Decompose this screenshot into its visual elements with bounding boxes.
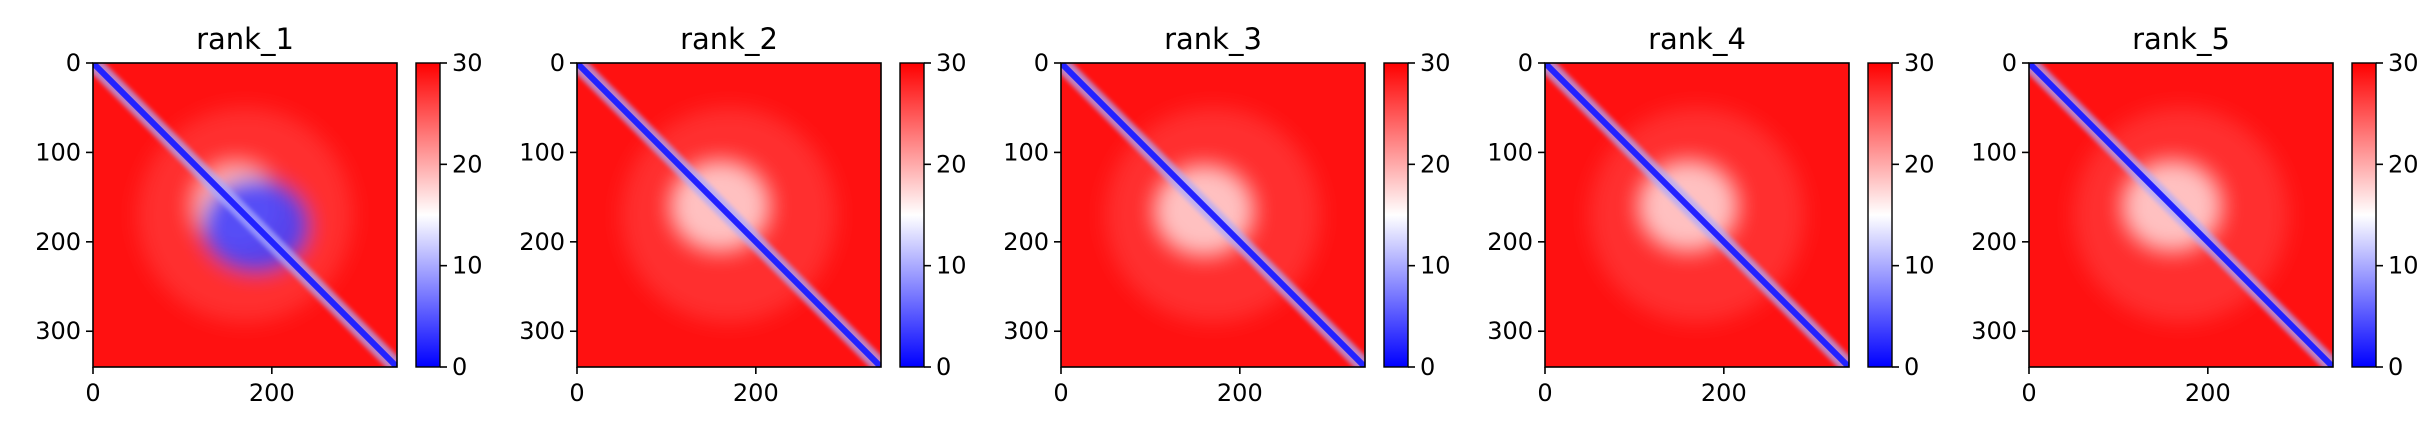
colorbar-tick-label: 30 bbox=[452, 49, 483, 77]
panel-title: rank_5 bbox=[2132, 22, 2230, 56]
x-tick-label: 200 bbox=[2185, 379, 2231, 407]
diagonal-band bbox=[2029, 63, 2333, 367]
colorbar bbox=[415, 62, 441, 368]
x-tick-label: 200 bbox=[1217, 379, 1263, 407]
plot-frame bbox=[576, 62, 882, 368]
y-tick-label: 0 bbox=[550, 49, 565, 77]
colorbar-tick-label: 20 bbox=[452, 150, 483, 178]
diagonal-band bbox=[1061, 63, 1365, 367]
colorbar-tick-label: 10 bbox=[1904, 252, 1935, 280]
panel-title: rank_2 bbox=[680, 22, 778, 56]
y-tick-label: 200 bbox=[1971, 228, 2017, 256]
y-tick-label: 200 bbox=[1003, 228, 1049, 256]
y-tick-label: 200 bbox=[1487, 228, 1533, 256]
heatmap-panel: rank_2 0 100 200 300 0 200 0 10 20 30 bbox=[519, 22, 966, 407]
x-tick-label: 0 bbox=[85, 379, 100, 407]
colorbar-tick-label: 30 bbox=[936, 49, 967, 77]
y-tick-label: 100 bbox=[1971, 138, 2017, 166]
colorbar-tick-label: 0 bbox=[936, 353, 951, 381]
y-tick-label: 300 bbox=[35, 317, 81, 345]
colorbar-tick-label: 0 bbox=[452, 353, 467, 381]
colorbar-tick-label: 0 bbox=[1904, 353, 1919, 381]
colorbar-tick-label: 30 bbox=[1420, 49, 1451, 77]
colorbar-tick-label: 10 bbox=[452, 252, 483, 280]
heatmap-panel: rank_4 0 100 200 300 0 200 0 10 20 30 bbox=[1487, 22, 1934, 407]
heatmap-panel: rank_5 0 100 200 300 0 200 0 10 20 30 bbox=[1971, 22, 2418, 407]
plot-frame bbox=[1060, 62, 1366, 368]
x-tick-label: 200 bbox=[1701, 379, 1747, 407]
colorbar bbox=[899, 62, 925, 368]
diagonal-band bbox=[93, 63, 397, 367]
x-tick-label: 0 bbox=[1053, 379, 1068, 407]
y-tick-label: 100 bbox=[35, 138, 81, 166]
colorbar bbox=[1867, 62, 1893, 368]
colorbar-tick-label: 10 bbox=[2388, 252, 2419, 280]
panel-title: rank_4 bbox=[1648, 22, 1746, 56]
colorbar-tick-label: 20 bbox=[936, 150, 967, 178]
y-tick-label: 200 bbox=[35, 228, 81, 256]
x-tick-label: 0 bbox=[1537, 379, 1552, 407]
y-tick-label: 0 bbox=[2002, 49, 2017, 77]
panel-title: rank_3 bbox=[1164, 22, 1262, 56]
x-tick-label: 0 bbox=[569, 379, 584, 407]
x-tick-label: 200 bbox=[733, 379, 779, 407]
y-tick-label: 0 bbox=[66, 49, 81, 77]
colorbar-tick-label: 10 bbox=[936, 252, 967, 280]
plot-frame bbox=[2028, 62, 2334, 368]
diagonal-band bbox=[577, 63, 881, 367]
heatmap-area bbox=[1545, 63, 1849, 367]
colorbar-tick-label: 10 bbox=[1420, 252, 1451, 280]
y-tick-label: 0 bbox=[1034, 49, 1049, 77]
y-tick-label: 100 bbox=[519, 138, 565, 166]
colorbar-tick-label: 20 bbox=[1420, 150, 1451, 178]
heatmap-area bbox=[577, 63, 881, 367]
heatmap-area bbox=[2029, 63, 2333, 367]
colorbar bbox=[2351, 62, 2377, 368]
x-tick-label: 200 bbox=[249, 379, 295, 407]
y-tick-label: 300 bbox=[1487, 317, 1533, 345]
y-tick-label: 300 bbox=[1003, 317, 1049, 345]
heatmap-panel: rank_3 0 100 200 300 0 200 0 10 20 30 bbox=[1003, 22, 1450, 407]
heatmap-area bbox=[93, 63, 397, 367]
y-tick-label: 100 bbox=[1003, 138, 1049, 166]
colorbar bbox=[1383, 62, 1409, 368]
y-tick-label: 200 bbox=[519, 228, 565, 256]
colorbar-tick-label: 20 bbox=[2388, 150, 2419, 178]
y-tick-label: 0 bbox=[1518, 49, 1533, 77]
colorbar-tick-label: 30 bbox=[2388, 49, 2419, 77]
y-tick-label: 300 bbox=[1971, 317, 2017, 345]
colorbar-tick-label: 20 bbox=[1904, 150, 1935, 178]
plot-frame bbox=[92, 62, 398, 368]
y-tick-label: 300 bbox=[519, 317, 565, 345]
plot-frame bbox=[1544, 62, 1850, 368]
y-tick-label: 100 bbox=[1487, 138, 1533, 166]
x-tick-label: 0 bbox=[2021, 379, 2036, 407]
heatmap-panel: rank_1 0 100 200 300 0 200 0 10 20 30 bbox=[35, 22, 482, 407]
colorbar-tick-label: 0 bbox=[2388, 353, 2403, 381]
panel-title: rank_1 bbox=[196, 22, 294, 56]
diagonal-band bbox=[1545, 63, 1849, 367]
heatmap-area bbox=[1061, 63, 1365, 367]
colorbar-tick-label: 30 bbox=[1904, 49, 1935, 77]
colorbar-tick-label: 0 bbox=[1420, 353, 1435, 381]
